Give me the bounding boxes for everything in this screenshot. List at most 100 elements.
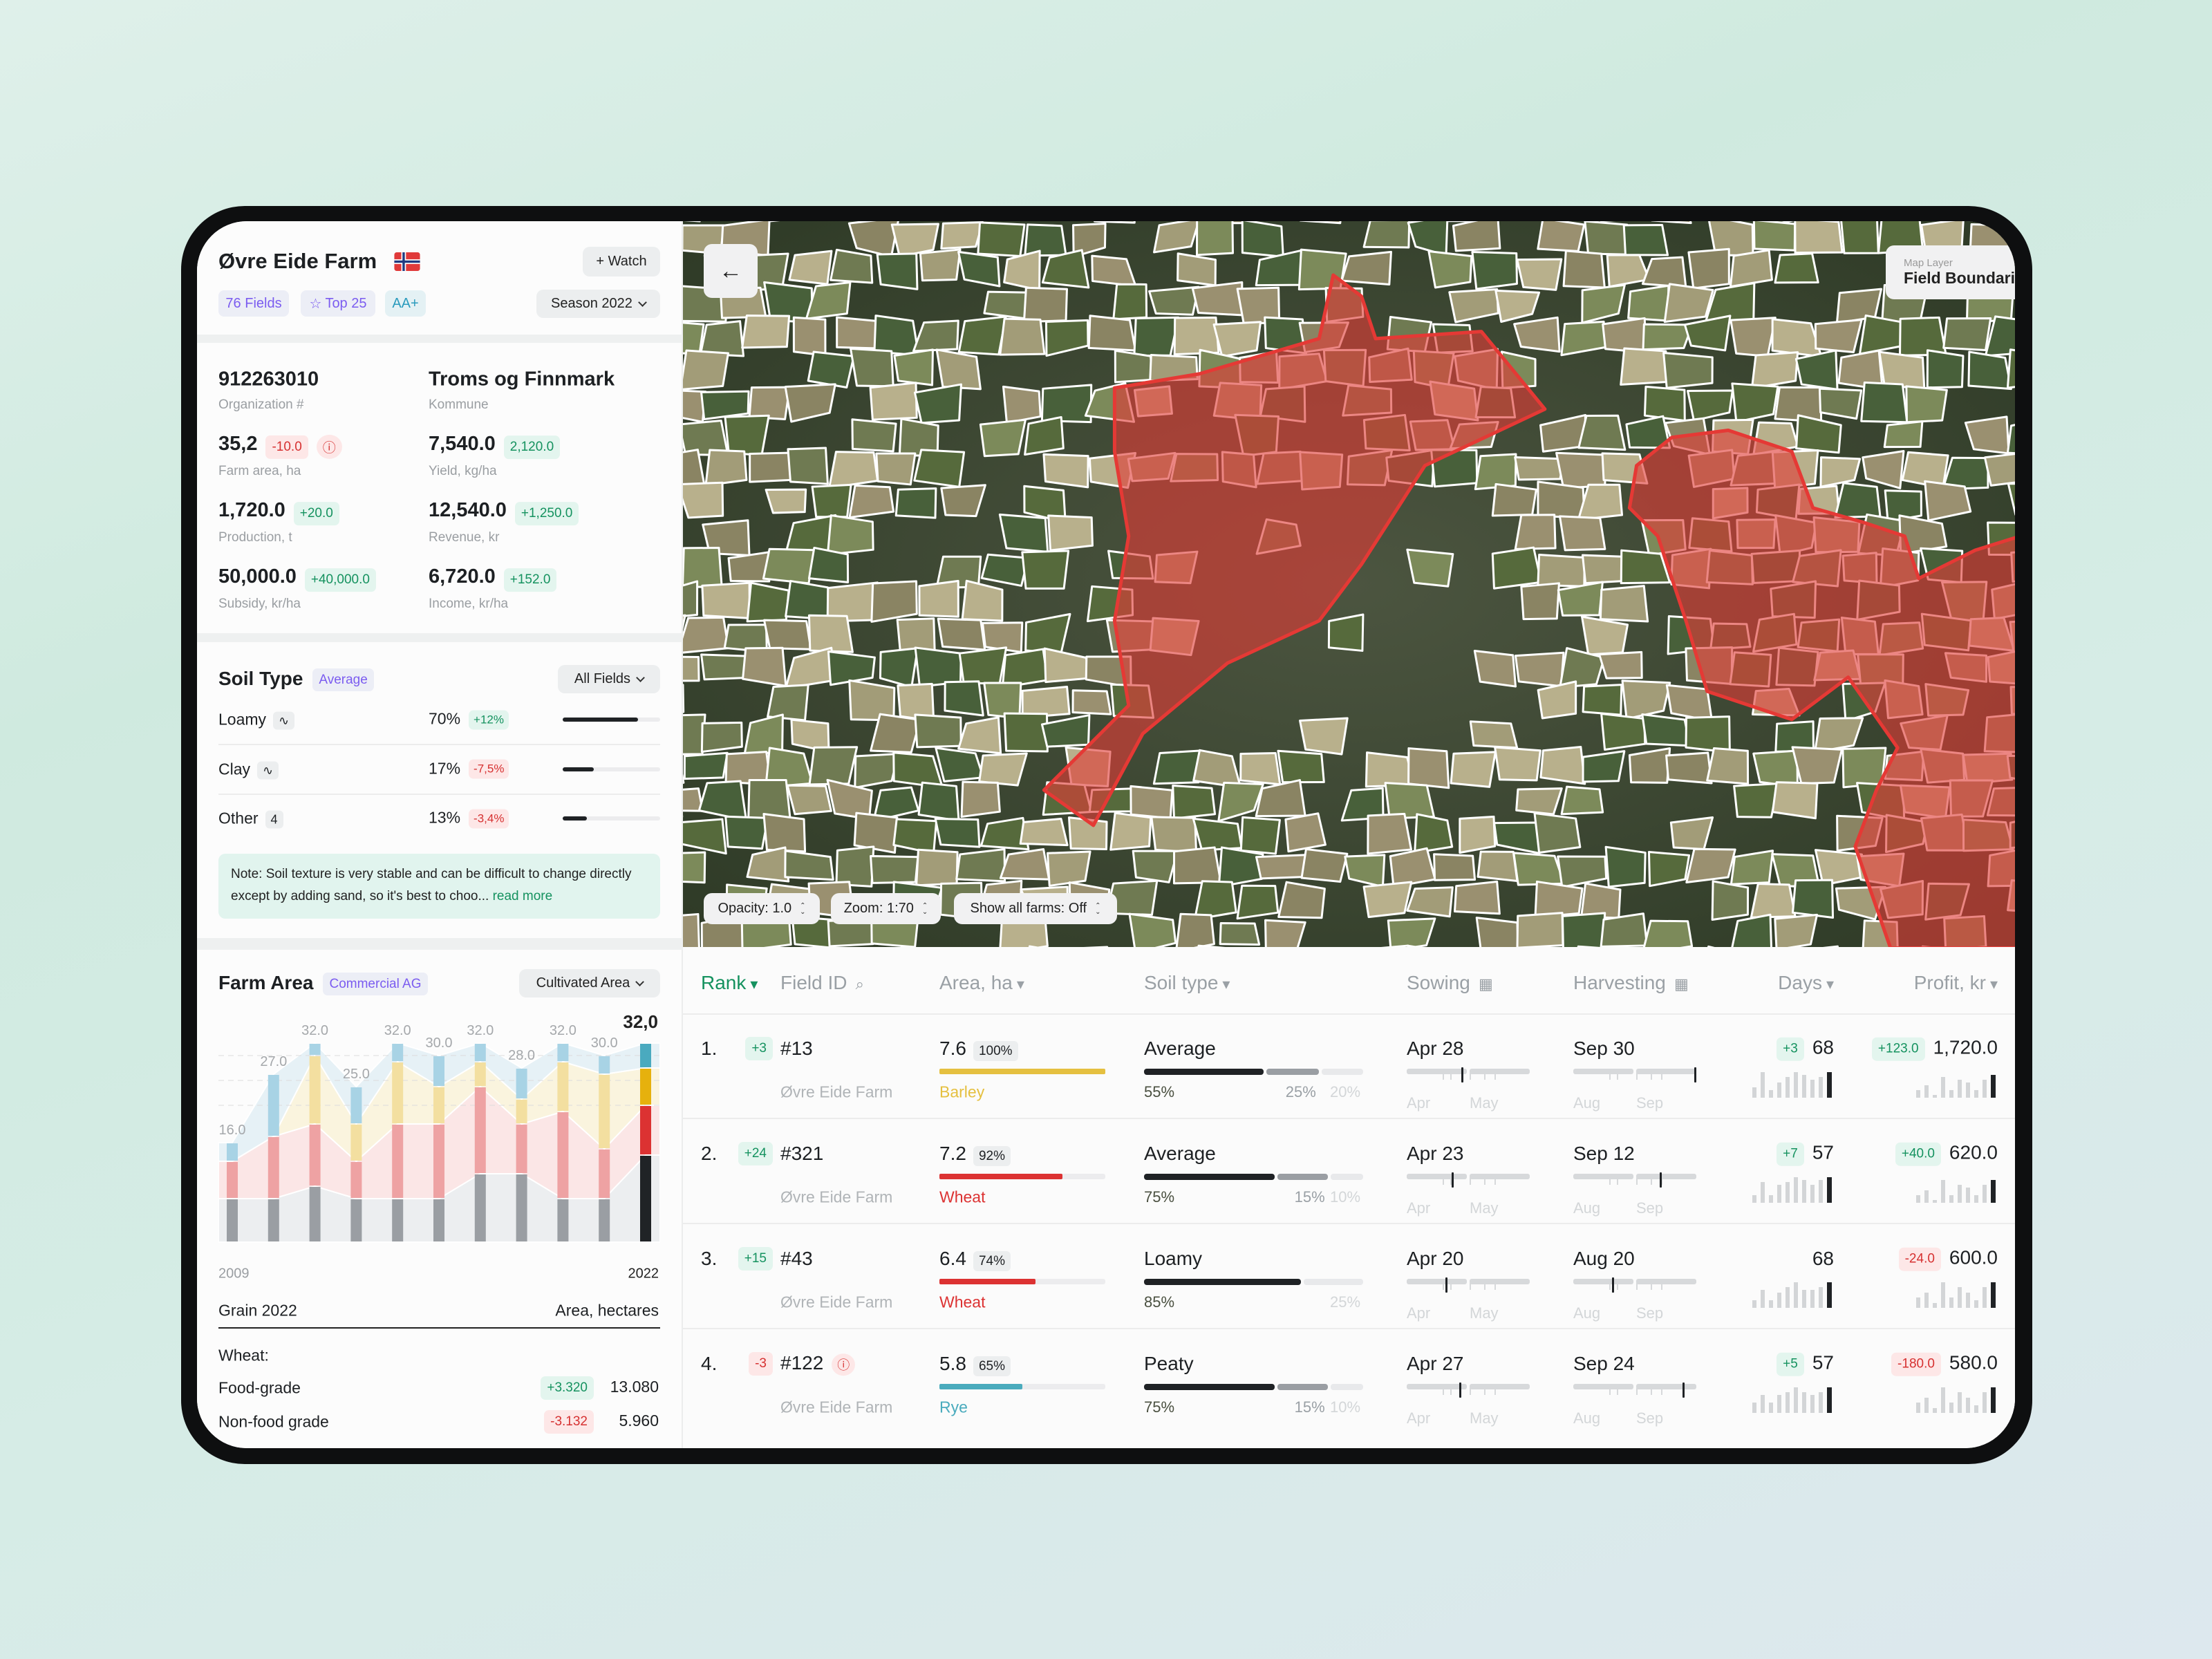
sparkline-bar bbox=[1958, 1080, 1962, 1098]
field-boundary bbox=[1774, 252, 1819, 284]
field-boundary bbox=[1148, 285, 1200, 316]
map-layer-select[interactable]: Map Layer Field Boundaries bbox=[1886, 245, 2015, 299]
sparkline-bar bbox=[1916, 1297, 1920, 1308]
top-25-tag[interactable]: ☆ Top 25 bbox=[301, 290, 375, 317]
soil-split-segment bbox=[1144, 1069, 1264, 1075]
field-boundary bbox=[1537, 221, 1586, 252]
sparkline-bar bbox=[1752, 1403, 1756, 1413]
fields-count-tag[interactable]: 76 Fields bbox=[218, 290, 289, 317]
column-header[interactable]: Harvesting ▦ bbox=[1573, 972, 1689, 994]
field-boundary bbox=[1600, 912, 1649, 947]
field-id[interactable]: #321 bbox=[780, 1143, 823, 1165]
sparkline-bar bbox=[1769, 1300, 1773, 1308]
field-boundary bbox=[827, 650, 876, 686]
field-id-label: #43 bbox=[780, 1248, 813, 1269]
table-row[interactable]: 4. -3 #122 ⓘ Øvre Eide Farm 5.8 65% Rye Peaty 75%… bbox=[683, 1329, 2015, 1434]
opacity-control[interactable]: Opacity: 1.0 ⌃ ⌄ bbox=[704, 893, 820, 924]
field-boundary bbox=[727, 550, 772, 583]
stepper-icon: ⌃ ⌄ bbox=[1095, 901, 1101, 916]
timeline-track bbox=[1636, 1279, 1696, 1284]
sparkline-bar bbox=[1949, 1403, 1953, 1413]
sort-icon: ▾ bbox=[1016, 975, 1024, 993]
field-id[interactable]: #43 bbox=[780, 1248, 813, 1270]
column-header[interactable]: Profit, kr ▾ bbox=[1914, 972, 1998, 994]
field-boundary bbox=[805, 281, 852, 320]
field-boundary bbox=[784, 383, 836, 423]
timeline-tick bbox=[1609, 1178, 1611, 1185]
month-label: May bbox=[1470, 1409, 1499, 1427]
field-boundary bbox=[748, 386, 791, 420]
cultivated-area-dropdown[interactable]: Cultivated Area bbox=[519, 969, 660, 997]
field-boundary bbox=[1628, 747, 1671, 784]
sparkline-bar bbox=[1966, 1292, 1970, 1308]
field-boundaries-layer[interactable] bbox=[683, 221, 2015, 947]
stat-value-row: 12,540.0 +1,250.0 bbox=[429, 499, 579, 525]
farm-highlight-area[interactable] bbox=[1042, 273, 1547, 827]
table-row[interactable]: 3. +15 #43 Øvre Eide Farm 6.4 74% Wheat Loamy 85… bbox=[683, 1224, 2015, 1329]
bar-segment bbox=[599, 1075, 610, 1148]
field-boundary bbox=[914, 646, 962, 688]
field-boundary bbox=[870, 854, 919, 884]
column-header[interactable]: Field ID ⌕ bbox=[780, 972, 864, 994]
field-boundary bbox=[1414, 813, 1454, 854]
rating-tag[interactable]: AA+ bbox=[385, 290, 426, 317]
count-badge: 4 bbox=[265, 810, 283, 829]
profit-delta-badge: -24.0 bbox=[1898, 1247, 1941, 1271]
soil-type: Average bbox=[1144, 1143, 1216, 1164]
farm-highlight-area[interactable] bbox=[1627, 429, 2015, 947]
bar-segment bbox=[516, 1100, 527, 1123]
column-header[interactable]: Sowing ▦ bbox=[1407, 972, 1493, 994]
harvest-timeline: Aug Sep bbox=[1573, 1382, 1696, 1427]
watch-button[interactable]: + Watch bbox=[583, 247, 660, 276]
season-dropdown[interactable]: Season 2022 bbox=[536, 290, 660, 318]
grain-item-values: -3.132 5.960 bbox=[536, 1410, 659, 1434]
area-bar bbox=[939, 1069, 1105, 1074]
sowing-timeline: Apr May bbox=[1407, 1277, 1530, 1322]
field-boundary bbox=[1862, 450, 1905, 489]
column-header[interactable]: Soil type ▾ bbox=[1144, 972, 1230, 994]
satellite-map[interactable]: ← Map Layer Field Boundaries Opacity: 1.… bbox=[683, 221, 2015, 947]
column-header-label: Harvesting bbox=[1573, 972, 1666, 993]
sparkline-bar bbox=[1827, 1072, 1832, 1098]
divider bbox=[197, 938, 683, 950]
column-header[interactable]: Area, ha ▾ bbox=[939, 972, 1024, 994]
field-boundary bbox=[1516, 912, 1564, 947]
soil-fields-dropdown[interactable]: All Fields bbox=[558, 665, 660, 693]
show-all-farms-control[interactable]: Show all farms: Off ⌃ ⌄ bbox=[954, 893, 1117, 924]
back-button[interactable]: ← bbox=[704, 244, 758, 298]
field-boundary bbox=[1557, 855, 1608, 888]
stat-delta-badge: +40,000.0 bbox=[304, 568, 376, 592]
zoom-control[interactable]: Zoom: 1:70 ⌃ ⌄ bbox=[831, 893, 941, 924]
table-row[interactable]: 2. +24 #321 Øvre Eide Farm 7.2 92% Wheat Averag… bbox=[683, 1118, 2015, 1224]
sparkline-bar bbox=[1974, 1194, 1978, 1203]
field-boundary bbox=[912, 319, 959, 353]
sparkline-bar bbox=[1983, 1392, 1987, 1413]
month-label: May bbox=[1470, 1094, 1499, 1112]
profit-value: -24.0 600.0 bbox=[1891, 1247, 1998, 1271]
timeline-tick bbox=[1443, 1073, 1444, 1080]
field-boundary bbox=[1239, 816, 1281, 855]
grain-title: Grain 2022 bbox=[218, 1301, 297, 1320]
bar-segment bbox=[268, 1075, 279, 1136]
sparkline-bar bbox=[1983, 1287, 1987, 1308]
month-label: Apr bbox=[1407, 1094, 1431, 1112]
field-boundary bbox=[1515, 787, 1563, 816]
column-header[interactable]: Days ▾ bbox=[1778, 972, 1834, 994]
timeline-track bbox=[1470, 1174, 1530, 1179]
read-more-link[interactable]: read more bbox=[492, 889, 553, 903]
soil-row-percent: 13% -3,4% bbox=[429, 809, 509, 829]
field-boundary bbox=[1212, 321, 1262, 358]
timeline-track bbox=[1470, 1384, 1530, 1389]
soil-split-label: 10% bbox=[1330, 1398, 1361, 1416]
area-bar-fill bbox=[939, 1279, 1036, 1284]
field-id[interactable]: #122 ⓘ bbox=[780, 1352, 856, 1376]
field-boundary bbox=[1685, 847, 1736, 884]
table-row[interactable]: 1. +3 #13 Øvre Eide Farm 7.6 100% Barley Averag… bbox=[683, 1013, 2015, 1119]
timeline-tick bbox=[1494, 1283, 1496, 1290]
sparkline-bar bbox=[1785, 1392, 1790, 1413]
column-header[interactable]: Rank ▾ bbox=[701, 972, 758, 994]
field-boundary bbox=[1469, 720, 1519, 749]
field-boundary bbox=[1236, 884, 1280, 920]
field-boundary bbox=[1581, 283, 1626, 324]
field-id[interactable]: #13 bbox=[780, 1038, 813, 1060]
